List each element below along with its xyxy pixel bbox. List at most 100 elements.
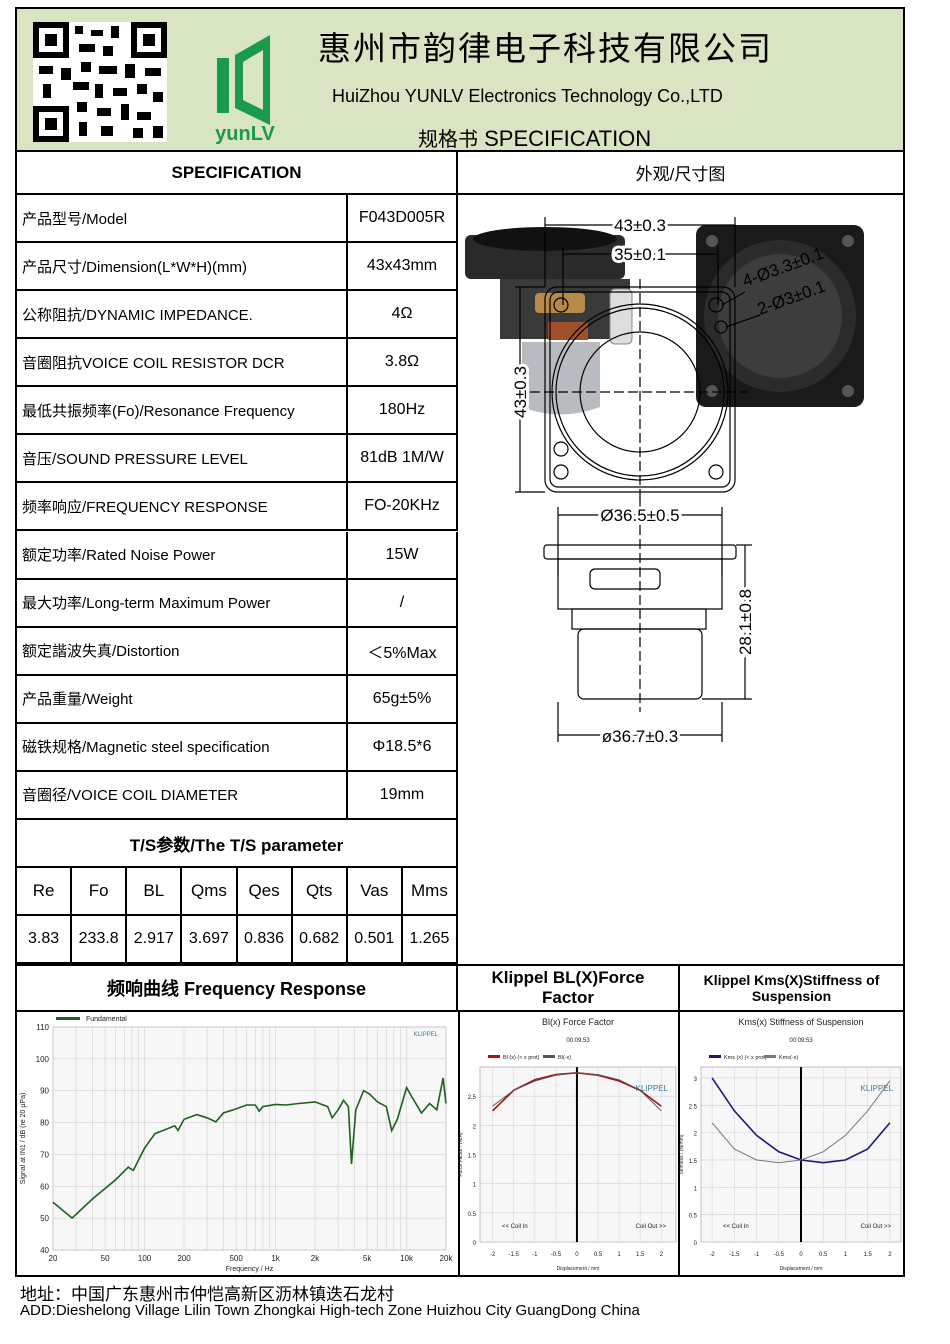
ts-value: 0.682 bbox=[292, 916, 348, 964]
x-tick-label: 2 bbox=[888, 1252, 892, 1258]
spec-value: F043D005R bbox=[348, 195, 458, 243]
yunlv-logo: yunLV bbox=[215, 35, 275, 145]
y-tick-label: 60 bbox=[40, 1182, 49, 1191]
x-tick-label: 1.5 bbox=[636, 1252, 645, 1258]
ts-value: 0.836 bbox=[237, 916, 293, 964]
y-tick-label: 1 bbox=[694, 1186, 698, 1192]
coil-out-label: Coil Out >> bbox=[861, 1224, 892, 1230]
x-tick-label: 20k bbox=[440, 1254, 454, 1263]
x-tick-label: 5k bbox=[363, 1254, 372, 1263]
chart-subtitle: 00:09:53 bbox=[789, 1038, 813, 1044]
y-tick-label: 3 bbox=[694, 1077, 698, 1083]
x-tick-label: 500 bbox=[229, 1254, 243, 1263]
x-tick-label: 2k bbox=[311, 1254, 320, 1263]
ts-header: Re bbox=[17, 868, 73, 916]
legend-label: Kms(-x) bbox=[779, 1055, 798, 1061]
y-tick-label: 110 bbox=[36, 1023, 49, 1032]
spec-value: 43x43mm bbox=[348, 243, 458, 292]
ts-value: 233.8 bbox=[72, 916, 128, 964]
y-tick-label: 40 bbox=[40, 1246, 49, 1255]
side-view-drawing bbox=[543, 497, 752, 742]
klippel-watermark: KLIPPEL bbox=[414, 1032, 439, 1038]
ts-header: Qts bbox=[292, 868, 348, 916]
spec-label: 产品重量/Weight bbox=[17, 675, 348, 724]
coil-out-label: Coil Out >> bbox=[636, 1224, 667, 1230]
qr-code-icon bbox=[33, 22, 167, 142]
dim-frame-dia: Ø36.5±0.5 bbox=[600, 506, 679, 525]
spec-value: FO-20KHz bbox=[348, 483, 458, 532]
spec-value: 19mm bbox=[348, 771, 458, 820]
spec-label: 额定諧波失真/Distortion bbox=[17, 627, 348, 676]
x-tick-label: 0 bbox=[575, 1252, 579, 1258]
spec-value: 180Hz bbox=[348, 387, 458, 436]
freq-response-title: 频响曲线 Frequency Response bbox=[17, 964, 458, 1012]
ts-value: 1.265 bbox=[402, 916, 458, 964]
legend-swatch bbox=[56, 1017, 80, 1020]
y-tick-label: 2.5 bbox=[468, 1095, 477, 1101]
klippel-watermark: KLIPPEL bbox=[636, 1084, 669, 1093]
doc-title-en: SPECIFICATION bbox=[484, 126, 652, 151]
company-name-cn: 惠州市韵律电子科技有限公司 bbox=[318, 29, 773, 68]
klippel-watermark: KLIPPEL bbox=[861, 1084, 894, 1093]
x-tick-label: 200 bbox=[177, 1254, 191, 1263]
spec-label: 公称阻抗/DYNAMIC IMPEDANCE. bbox=[17, 291, 348, 340]
dim-depth: 28.1±0.8 bbox=[736, 589, 755, 655]
y-tick-label: 90 bbox=[40, 1087, 49, 1096]
y-tick-label: 1.5 bbox=[689, 1159, 698, 1165]
spec-label: 产品尺寸/Dimension(L*W*H)(mm) bbox=[17, 243, 348, 292]
x-tick-label: 0.5 bbox=[819, 1252, 828, 1258]
document-frame bbox=[15, 7, 905, 1277]
ts-value: 0.501 bbox=[347, 916, 403, 964]
chart-title: Kms(x) Stiffness of Suspension bbox=[739, 1017, 864, 1027]
x-tick-label: -1.5 bbox=[729, 1252, 740, 1258]
x-tick-label: 1 bbox=[617, 1252, 621, 1258]
spec-label: 磁铁规格/Magnetic steel specification bbox=[17, 723, 348, 772]
address-cn: 地址：中国广东惠州市仲恺高新区沥林镇迭石龙村 bbox=[20, 1285, 394, 1305]
x-axis-label: Frequency / Hz bbox=[226, 1266, 274, 1273]
spec-value: 4Ω bbox=[348, 291, 458, 340]
legend-swatch bbox=[709, 1055, 721, 1058]
x-tick-label: 50 bbox=[101, 1254, 110, 1263]
dim-magnet-dia: ø36.7±0.3 bbox=[602, 727, 678, 746]
series-line bbox=[711, 1080, 891, 1164]
dim-width: 43±0.3 bbox=[614, 216, 666, 235]
x-axis-label: Displacement / mm bbox=[557, 1266, 600, 1272]
y-axis-label: Force Factor / (N/A) bbox=[458, 1132, 464, 1177]
speaker-front-photo bbox=[696, 225, 864, 407]
dim-hole-spacing: 35±0.1 bbox=[614, 245, 666, 264]
y-tick-label: 0.5 bbox=[689, 1214, 698, 1220]
y-tick-label: 2 bbox=[694, 1132, 698, 1138]
y-tick-label: 0.5 bbox=[468, 1212, 477, 1218]
spec-label: 音圈阻抗VOICE COIL RESISTOR DCR bbox=[17, 339, 348, 388]
chart-title: Bl(x) Force Factor bbox=[542, 1017, 614, 1027]
y-tick-label: 0 bbox=[473, 1241, 477, 1247]
y-tick-label: 50 bbox=[40, 1214, 49, 1223]
dimension-drawing: 43±0.3 35±0.1 4-Ø3.3±0.1 2-Ø3±0.1 43±0.3… bbox=[465, 213, 864, 749]
plot-area bbox=[52, 1026, 447, 1251]
spec-label: 产品型号/Model bbox=[17, 195, 348, 243]
ts-value: 2.917 bbox=[127, 916, 183, 964]
front-view-drawing bbox=[515, 217, 761, 502]
spec-value: ＜5%Max bbox=[348, 627, 458, 676]
legend-swatch bbox=[764, 1055, 776, 1058]
ts-header: Mms bbox=[402, 868, 458, 916]
y-tick-label: 1.5 bbox=[468, 1154, 477, 1160]
x-tick-label: 100 bbox=[138, 1254, 152, 1263]
legend-label: Bl (x) (< x prot) bbox=[503, 1055, 540, 1061]
x-tick-label: 0.5 bbox=[594, 1252, 603, 1258]
spec-label: 额定功率/Rated Noise Power bbox=[17, 531, 348, 580]
y-tick-label: 70 bbox=[40, 1150, 49, 1159]
x-tick-label: -1 bbox=[532, 1252, 538, 1258]
ts-header: Qms bbox=[182, 868, 238, 916]
y-tick-label: 2 bbox=[473, 1124, 477, 1130]
legend-swatch bbox=[543, 1055, 555, 1058]
x-tick-label: -2 bbox=[709, 1252, 715, 1258]
x-tick-label: -2 bbox=[490, 1252, 496, 1258]
svg-text:yunLV: yunLV bbox=[215, 123, 275, 145]
spec-value: Φ18.5*6 bbox=[348, 723, 458, 772]
ts-header: Vas bbox=[347, 868, 403, 916]
kms-title: Klippel Kms(X)Stiffness of Suspension bbox=[680, 964, 903, 1012]
legend-swatch bbox=[488, 1055, 500, 1058]
series-line bbox=[52, 1077, 447, 1220]
